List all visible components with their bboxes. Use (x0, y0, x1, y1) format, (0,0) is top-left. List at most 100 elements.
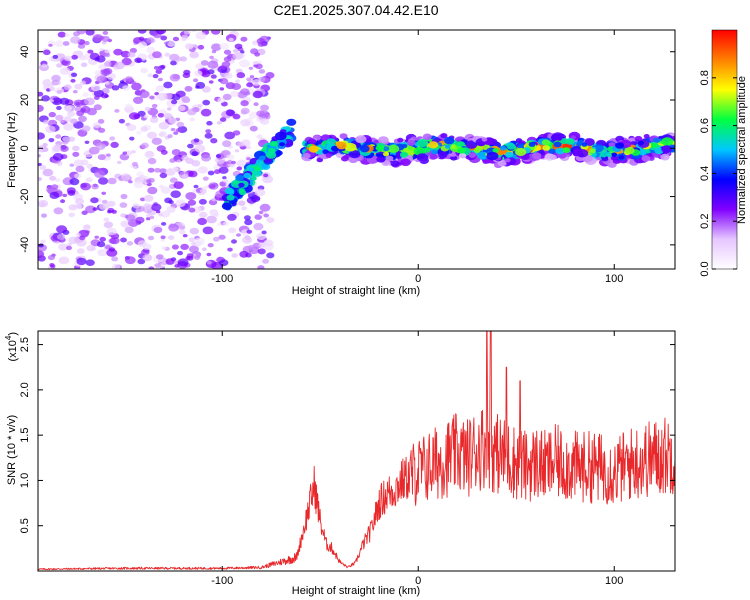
spectrogram-cell (182, 72, 191, 79)
spectrogram-cell (93, 104, 102, 111)
spectrogram-cell (416, 153, 428, 162)
spectrogram-cell (80, 159, 89, 166)
spectrogram-cell (138, 90, 150, 99)
spectrogram-cell (541, 139, 551, 146)
spectrogram-cell (160, 149, 168, 155)
spectrogram-cell (611, 152, 617, 157)
spectrogram-cell (135, 216, 145, 224)
spectrogram-cell (52, 54, 59, 59)
spectrogram-cell (382, 146, 390, 152)
spectrogram-cell (119, 202, 128, 208)
spectrogram-cell (131, 161, 138, 167)
spectrogram-cell (206, 215, 217, 224)
spectrogram-cell (159, 168, 167, 174)
spectrogram-cell (58, 243, 69, 251)
spectrogram-cell (336, 141, 347, 150)
spectrogram-cell (210, 74, 217, 79)
spectrogram-cell (133, 96, 144, 105)
spectrogram-cell (38, 145, 48, 153)
spectrogram-cell (239, 250, 249, 258)
spectrogram-cell (339, 133, 348, 140)
spectrogram-cell (128, 112, 140, 120)
spectrogram-cell (207, 261, 212, 265)
spectrogram-cell (256, 134, 263, 139)
spectrogram-cell (154, 263, 161, 268)
spectrogram-cell (197, 166, 208, 174)
spectrogram-cell (67, 111, 76, 117)
spectrogram-cell (69, 163, 75, 167)
spectrogram-cell (103, 217, 109, 222)
spectrogram-cell (207, 60, 219, 69)
spectrogram-cell (191, 151, 199, 157)
spectrogram-cell (153, 226, 163, 234)
snr-y-ticks: 0.5 1.0 1.5 2.0 2.5 (19, 337, 675, 533)
spectrogram-cell (375, 145, 385, 152)
spectrogram-cell (146, 37, 155, 44)
spectrogram-cell (56, 234, 66, 240)
spectrogram-cell (254, 52, 260, 57)
colorbar-ticks: 0.0 0.2 0.4 0.6 0.8 (699, 70, 737, 277)
spectrogram-y-ticks: -40 -20 0 20 40 (19, 46, 675, 253)
spectrogram-cell (200, 108, 212, 117)
spectrogram-cell (238, 188, 245, 193)
spectrogram-cell (38, 250, 45, 259)
spectrogram-cell (98, 177, 109, 185)
spectrogram-cell (481, 137, 488, 142)
snr-panel: -100 0 100 0.5 1.0 1.5 2.0 2.5 Height of strai… (4, 330, 676, 597)
spectrogram-cell (183, 30, 191, 35)
spectrogram-cell (192, 78, 199, 83)
spectrogram-cell (172, 36, 180, 42)
spectrogram-cell (92, 207, 98, 211)
spectrogram-cell (263, 239, 274, 247)
spectrogram-cell (158, 132, 165, 137)
spectrogram-cell (56, 105, 62, 111)
spectrogram-cell (118, 118, 125, 124)
spectrogram-cell (56, 225, 68, 234)
spectrogram-cell (67, 136, 76, 142)
spectrogram-cell (246, 229, 253, 234)
spectrogram-cell (138, 175, 146, 180)
spectrogram-cell (263, 173, 269, 178)
spectrogram-cell (341, 155, 349, 162)
spectrogram-x-ticks: -100 0 100 (211, 30, 623, 285)
spectrogram-cell (173, 154, 184, 163)
spectrogram-cell (261, 230, 267, 235)
spectrogram-cell (201, 154, 212, 162)
spectrogram-cell (246, 82, 254, 88)
spectrogram-cell (230, 90, 239, 97)
spectrogram-cell (308, 145, 319, 153)
spectrogram-cell (137, 258, 146, 265)
spectrogram-cell (200, 60, 209, 66)
spectrogram-cell (42, 168, 54, 177)
snr-x-ticks: -100 0 100 (211, 331, 623, 587)
spectrogram-cell (326, 138, 336, 146)
spectrogram-cell (94, 170, 106, 179)
spectrogram-cell (85, 259, 95, 267)
spectrogram-cell (124, 256, 136, 265)
spectrogram-cell (49, 175, 56, 181)
spectrogram-cell (260, 118, 270, 125)
spectrogram-cell (385, 155, 394, 162)
spectrogram-cell (106, 153, 111, 157)
spectrogram-cell (515, 147, 527, 157)
spectrogram-cell (456, 141, 466, 148)
spectrogram-cell (149, 95, 155, 100)
spectrogram-cell (215, 154, 222, 158)
spectrogram-cell (378, 136, 389, 145)
tick-label: -100 (211, 273, 233, 285)
spectrogram-cell (120, 173, 131, 181)
spectrogram-cell (316, 149, 324, 155)
spectrogram-cell (163, 112, 173, 119)
spectrogram-cell (46, 186, 55, 194)
spectrogram-cell (68, 236, 79, 245)
spectrogram-cell (234, 43, 243, 50)
spectrogram-cell (85, 230, 90, 234)
spectrogram-cell (164, 41, 169, 45)
spectrogram-cell (51, 74, 61, 82)
spectrogram-cell (158, 65, 165, 70)
spectrogram-cell (257, 265, 265, 269)
tick-label: 2.5 (19, 337, 31, 352)
spectrogram-cell (41, 63, 47, 68)
spectrogram-cell (59, 119, 65, 124)
spectrogram-cell (178, 229, 186, 235)
